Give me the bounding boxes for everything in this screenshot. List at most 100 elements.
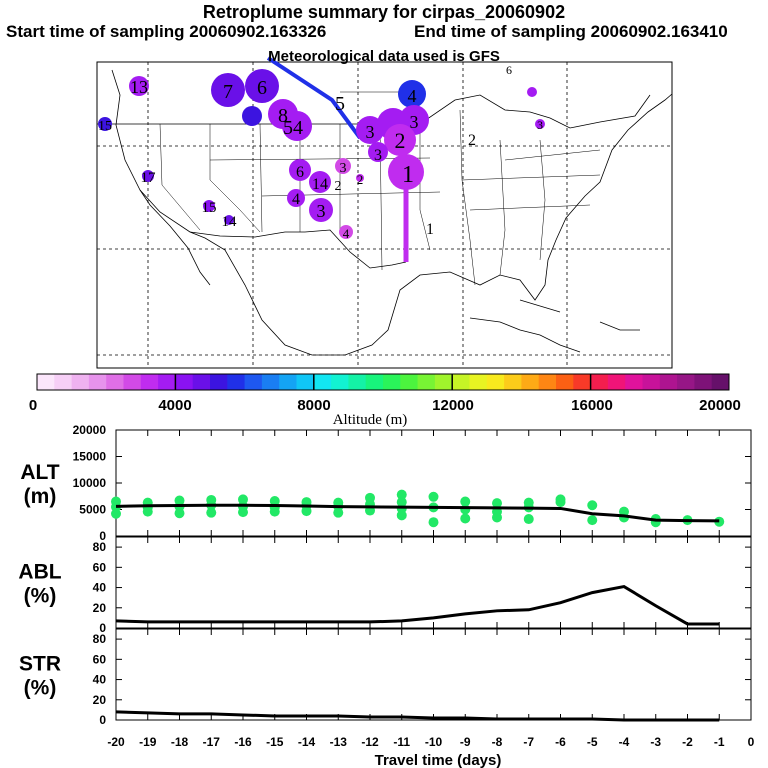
plume-circle [398,80,426,108]
colorbar-swatch [279,374,297,390]
chart-title: Retroplume summary for cirpas_20060902 [202,2,566,22]
x-tick-label: 0 [748,735,755,749]
plume-circle [309,198,333,222]
y-tick-label: 20 [93,693,107,707]
colorbar-swatch [434,374,453,390]
plume-label: 5 [335,93,345,115]
altitude-scatter-point [460,504,471,515]
map-state-borders [159,91,601,286]
colorbar-swatch [106,374,124,390]
colorbar-swatch [642,374,661,390]
y-tick-label: 20 [93,601,107,615]
altitude-scatter-point [396,510,407,521]
colorbar-swatch [625,374,643,390]
y-tick-label: 40 [93,581,107,595]
plume-label: 2 [357,172,364,187]
x-tick-label: -1 [714,735,725,749]
plume-circle [282,111,312,141]
plume-circle [129,76,149,96]
plume-circle [527,87,537,97]
series-line-str [115,710,720,722]
plume-label: 2 [468,132,476,149]
plume-circle [289,159,311,181]
altitude-scatter-point [238,494,248,505]
x-tick-label: -6 [555,735,566,749]
colorbar-frame [36,373,730,391]
y-axis-label: STR [19,653,61,676]
plume-circle [211,73,245,107]
colorbar-swatch [227,374,246,390]
colorbar-swatch [123,374,142,390]
plume-circle [224,215,234,225]
plume-label: 3 [366,122,375,142]
plume-label: 7 [223,81,233,103]
colorbar-swatch [383,374,401,390]
plume-label: 17 [141,170,157,186]
x-tick-label: -13 [330,735,348,749]
start-time-label: Start time of sampling 20060902.163326 [6,22,327,41]
colorbar-swatch [210,374,228,390]
colorbar-swatch [659,374,678,390]
altitude-scatter-point [523,514,534,525]
plume-circle [242,106,262,126]
plume-label: 13 [130,77,148,97]
altitude-scatter-point [142,506,153,517]
plume-circle [356,174,364,182]
colorbar-swatch [192,374,211,390]
altitude-colorbar [36,373,730,391]
x-tick-label: -4 [619,735,630,749]
x-tick-label: -2 [682,735,693,749]
y-tick-label: 10000 [73,476,107,490]
x-tick-label: -7 [523,735,534,749]
altitude-scatter-point [460,496,471,507]
colorbar-swatch [521,374,540,390]
panel-abl: 0 20 40 60 80 ABL(%) [18,536,752,635]
plume-label: 3 [410,112,419,132]
x-tick-label: -17 [203,735,221,749]
plume-label: 1 [402,162,414,188]
plume-circle [287,189,305,207]
colorbar-swatch [175,374,194,390]
y-tick-label: 60 [93,560,107,574]
colorbar-swatch [88,374,107,390]
colorbar-swatch [400,374,419,390]
x-tick-label: -8 [492,735,503,749]
plume-label: 1 [426,221,434,238]
plume-label: 3 [537,118,543,132]
altitude-scatter-point [587,515,598,526]
plume-circles [98,69,545,239]
plume-label: 6 [506,63,512,77]
y-tick-label: 15000 [73,450,107,464]
panel-str: 0 20 40 60 80 STR(%) [19,628,752,727]
colorbar-tick-label: 16000 [571,397,613,414]
x-tick-label: -11 [393,735,410,749]
plume-label: 2 [335,179,342,194]
altitude-scatter-point [206,507,217,518]
plume-label: 15 [98,119,112,134]
colorbar-tick-label: 12000 [432,397,474,414]
x-axis-title: Travel time (days) [375,752,502,768]
altitude-scatter-point [460,513,471,524]
colorbar-swatch [71,374,90,390]
plume-label: 8 [278,105,288,127]
colorbar-swatch [37,374,55,390]
met-data-label: Meteorological data used is GFS [268,48,500,65]
altitude-scatter-point [492,498,502,509]
colorbar-swatch [452,374,470,390]
x-tick-label: -5 [587,735,598,749]
series-line-abl [115,584,720,626]
y-tick-label: 20000 [73,423,107,437]
altitude-scatter-point [714,516,725,527]
colorbar-tick-label: 0 [29,397,37,414]
altitude-scatter-point [111,508,121,519]
colorbar-swatch [261,374,280,390]
altitude-scatter-point [428,491,439,502]
plume-label: 3 [340,161,347,176]
y-tick-label: 40 [93,673,107,687]
plume-label: 54 [283,117,303,139]
plume-label: 3 [374,147,382,164]
x-tick-label: -18 [171,735,189,749]
plume-circle [142,170,154,182]
plume-label: 14 [312,176,328,193]
y-axis-label: ALT [20,461,59,484]
